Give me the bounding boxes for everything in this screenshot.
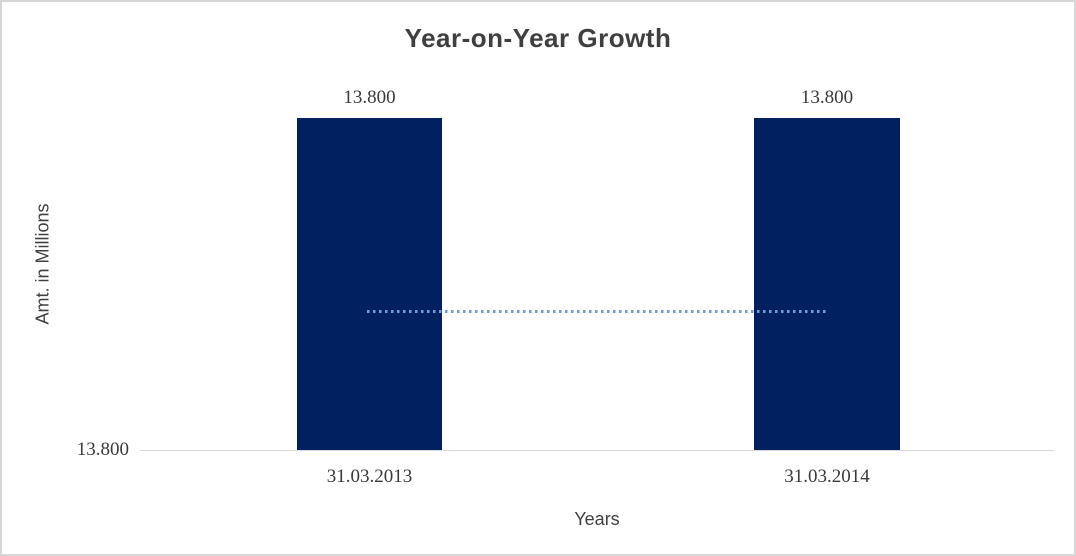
y-axis-tick-label: 13.800	[76, 439, 129, 460]
trendline-dotted	[367, 310, 827, 313]
x-axis-title: Years	[574, 509, 620, 529]
bar-2014	[754, 118, 900, 450]
bar-data-label: 13.800	[343, 87, 396, 108]
x-axis-tick-label-2013: 31.03.2013	[326, 466, 413, 487]
bar-data-label: 13.800	[800, 87, 854, 108]
y-axis-title: Amt. in Millions	[32, 203, 53, 325]
bar-2013	[297, 118, 442, 450]
chart-title: Year-on-Year Growth	[404, 23, 672, 53]
x-axis-line	[140, 450, 1054, 451]
x-axis-tick-label-2014: 31.03.2014	[784, 466, 870, 487]
